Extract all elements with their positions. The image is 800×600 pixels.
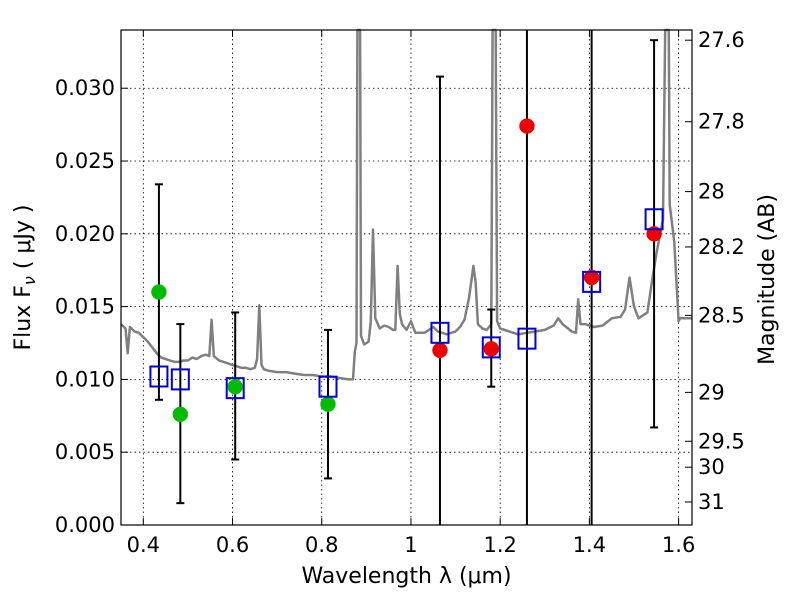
mag-tick-label: 27.8 [698,110,745,134]
data-point-circle [483,341,500,357]
mag-tick-label: 28 [698,180,725,204]
x-tick-label: 1.4 [573,533,606,557]
model-point-square [149,365,169,388]
spectrum-line [120,28,692,381]
model-point-square [170,368,190,391]
x-tick-label: 0.6 [216,533,249,557]
data-point-circle [151,284,167,300]
data-point-circle [227,378,243,395]
plot-frame [120,29,693,526]
y-tick-label: 0.010 [55,367,115,391]
y-axis-label-main: Flux F [11,285,36,350]
x-tick-label: 1.2 [483,533,516,557]
marker-layer [149,118,664,423]
y-axis-label: Flux Fν ( μJy ) [11,205,39,351]
model-point-square [318,375,338,398]
x-axis-label: Wavelength λ (μm) [301,564,511,589]
y-tick-label: 0.015 [55,295,115,319]
x-tick-label: 0.4 [127,533,160,557]
spectrum-layer [120,28,692,381]
mag-tick-label: 29 [698,380,725,404]
data-point-circle [519,118,535,134]
axis-layer: 0.4 0.6 0.8 1 1.2 1.4 1.6 0.000 0.005 0.010 0.015 0… [55,28,745,557]
x-tick-label: 1 [404,533,417,557]
y-tick-label: 0.020 [55,222,115,246]
y-tick-label: 0.005 [55,440,115,464]
y-tick-label: 0.030 [55,76,115,100]
x-tick-label: 0.8 [305,533,338,557]
data-point-circle [172,406,189,423]
model-point-square [644,208,664,231]
model-point-square [430,321,450,344]
y-tick-label: 0.000 [55,513,115,537]
model-point-square [517,327,537,350]
mag-tick-label: 28.2 [698,235,745,259]
model-point-square [225,377,245,400]
data-point-circle [432,342,448,359]
y-tick-label: 0.025 [55,149,115,173]
mag-tick-label: 27.6 [698,28,745,52]
mag-tick-label: 28.5 [698,303,745,327]
y-axis-label-sub: ν [20,276,39,285]
x-tick-label: 1.6 [662,533,695,557]
mag-tick-label: 29.5 [698,429,745,453]
data-point-circle [320,396,336,412]
grid-layer [121,30,692,526]
mag-tick-label: 30 [698,455,725,479]
right-axis-label: Magnitude (AB) [755,194,780,365]
y-axis-label-unit: ( μJy ) [11,205,36,277]
mag-tick-label: 31 [698,490,725,514]
model-point-square [481,336,501,359]
model-point-square [582,270,602,293]
